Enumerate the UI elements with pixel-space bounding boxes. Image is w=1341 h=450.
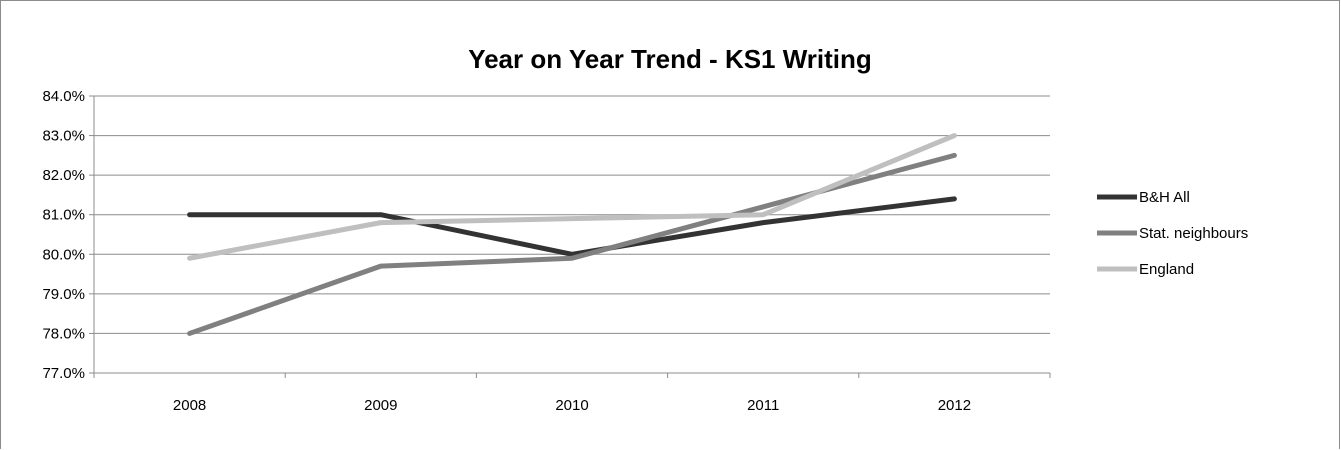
legend-label: England — [1139, 261, 1194, 278]
y-tick-label: 77.0% — [42, 365, 85, 382]
x-tick-label: 2012 — [938, 397, 971, 414]
y-tick-label: 78.0% — [42, 325, 85, 342]
y-tick-label: 82.0% — [42, 167, 85, 184]
y-tick-label: 79.0% — [42, 286, 85, 303]
x-tick-label: 2011 — [747, 397, 779, 414]
chart-title: Year on Year Trend - KS1 Writing — [468, 44, 872, 74]
x-axis-ticks: 2008 2009 2010 2011 2012 — [173, 397, 971, 414]
y-tick-label: 81.0% — [42, 207, 85, 224]
legend-label: Stat. neighbours — [1139, 225, 1248, 242]
legend-label: B&H All — [1139, 189, 1190, 206]
series-lines — [187, 133, 957, 336]
y-tick-label: 80.0% — [42, 246, 85, 263]
y-axis-ticks: 77.0% 78.0% 79.0% 80.0% 81.0% 82.0% 83.0% 84.0% — [42, 88, 85, 382]
y-tick-label: 84.0% — [42, 88, 85, 105]
series-line — [187, 196, 957, 257]
gridlines — [94, 95, 1050, 334]
legend: B&H All Stat. neighbours England — [1097, 189, 1248, 278]
x-tick-label: 2010 — [555, 397, 588, 414]
y-tick-label: 83.0% — [42, 128, 85, 145]
axes — [89, 95, 1051, 378]
x-tick-label: 2009 — [364, 397, 397, 414]
x-tick-label: 2008 — [173, 397, 206, 414]
series-line — [187, 133, 957, 261]
